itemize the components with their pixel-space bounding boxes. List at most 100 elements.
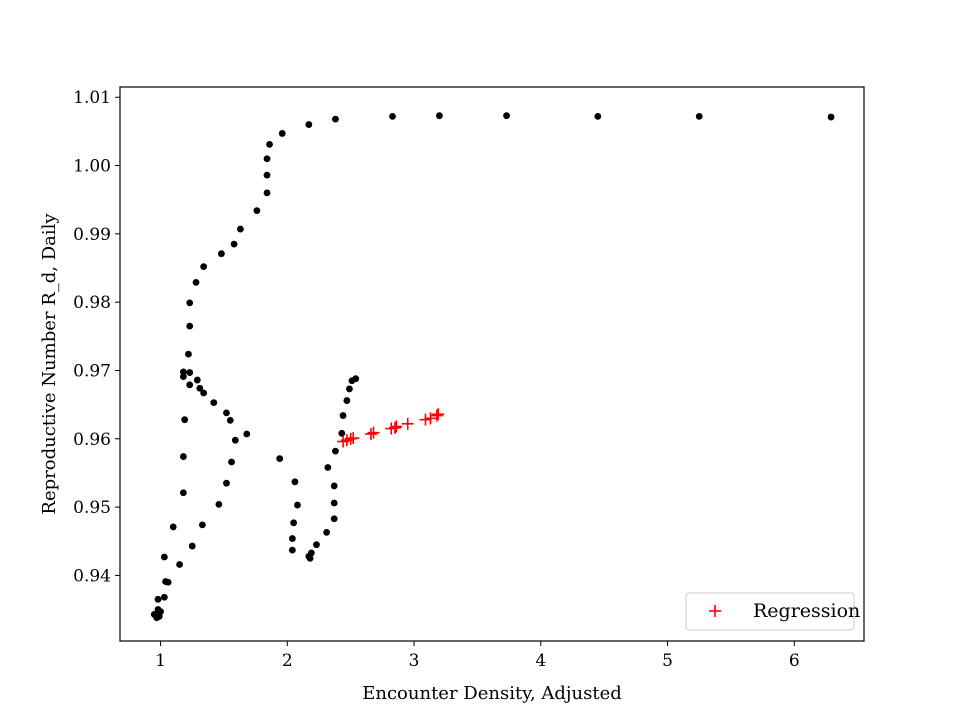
data-point bbox=[186, 299, 194, 307]
data-point bbox=[290, 519, 298, 527]
regression-point bbox=[367, 426, 380, 439]
x-tick-label: 4 bbox=[535, 651, 546, 671]
data-point bbox=[330, 499, 338, 507]
data-point bbox=[307, 549, 315, 557]
legend-plus-icon bbox=[709, 605, 721, 617]
data-point bbox=[169, 523, 177, 531]
data-point bbox=[436, 112, 443, 120]
data-point bbox=[223, 479, 230, 487]
data-point bbox=[157, 608, 164, 616]
regression-point bbox=[364, 428, 377, 441]
regression-point bbox=[347, 432, 360, 445]
data-point bbox=[186, 381, 194, 389]
x-axis: 1 2 3 4 5 6 bbox=[155, 641, 800, 671]
data-point bbox=[263, 155, 271, 163]
data-point bbox=[338, 429, 346, 437]
y-tick-label: 0.98 bbox=[73, 293, 111, 313]
y-axis: 0.94 0.95 0.96 0.97 0.98 0.99 1.00 1.01 bbox=[73, 88, 120, 586]
data-point bbox=[330, 515, 338, 523]
data-point bbox=[288, 535, 296, 542]
data-point bbox=[186, 322, 194, 330]
x-tick-label: 6 bbox=[789, 651, 800, 671]
data-point bbox=[154, 595, 162, 603]
data-point bbox=[594, 112, 602, 120]
data-point bbox=[288, 546, 296, 554]
axes-frame bbox=[119, 86, 865, 642]
data-point bbox=[343, 397, 351, 404]
data-point bbox=[352, 375, 360, 383]
data-point bbox=[276, 455, 284, 463]
data-point bbox=[278, 130, 286, 137]
data-point bbox=[215, 500, 223, 508]
data-point bbox=[179, 489, 187, 497]
data-point bbox=[827, 113, 835, 121]
regression-point bbox=[390, 420, 403, 433]
data-point bbox=[192, 278, 200, 286]
data-point bbox=[230, 240, 238, 248]
data-point bbox=[210, 399, 218, 406]
data-point bbox=[228, 458, 235, 466]
x-axis-title: Encounter Density, Adjusted bbox=[362, 683, 622, 704]
regression-point bbox=[424, 412, 437, 425]
data-point bbox=[164, 578, 172, 586]
y-tick-label: 1.01 bbox=[73, 88, 111, 108]
plot-area bbox=[150, 112, 835, 622]
data-point bbox=[313, 541, 320, 549]
y-axis-title: Reproductive Number R_d, Daily bbox=[39, 213, 60, 515]
legend-box bbox=[685, 592, 855, 631]
data-point bbox=[179, 373, 187, 381]
data-point bbox=[179, 453, 187, 460]
data-point bbox=[186, 369, 194, 376]
data-point bbox=[294, 501, 301, 509]
data-point bbox=[198, 521, 206, 529]
data-point bbox=[237, 225, 244, 233]
data-point bbox=[332, 447, 339, 455]
data-point bbox=[503, 112, 510, 120]
data-point bbox=[223, 409, 230, 417]
data-point bbox=[266, 140, 273, 148]
regression-point bbox=[432, 408, 445, 421]
data-point bbox=[160, 593, 168, 601]
data-point bbox=[263, 189, 271, 197]
data-point bbox=[332, 115, 339, 123]
data-point bbox=[346, 385, 353, 393]
data-point bbox=[243, 430, 251, 438]
x-tick-label: 3 bbox=[409, 651, 420, 671]
x-tick-label: 2 bbox=[282, 651, 293, 671]
x-tick-label: 1 bbox=[155, 651, 166, 671]
data-point bbox=[226, 416, 234, 424]
data-point bbox=[291, 478, 299, 486]
data-point bbox=[330, 482, 338, 490]
data-point bbox=[339, 412, 347, 419]
legend: Regression bbox=[685, 592, 860, 631]
y-tick-label: 0.99 bbox=[73, 225, 111, 245]
data-point bbox=[200, 263, 208, 271]
x-tick-label: 5 bbox=[662, 651, 673, 671]
data-point bbox=[305, 121, 313, 128]
regression-point bbox=[389, 421, 402, 434]
data-point bbox=[196, 384, 204, 392]
legend-label-regression: Regression bbox=[753, 600, 860, 622]
data-point bbox=[389, 112, 396, 120]
data-point bbox=[185, 350, 192, 358]
y-tick-label: 0.97 bbox=[73, 361, 111, 381]
y-tick-label: 0.95 bbox=[73, 498, 111, 518]
y-tick-label: 0.94 bbox=[73, 566, 111, 586]
data-point bbox=[176, 561, 183, 568]
regression-point bbox=[401, 417, 414, 430]
data-point bbox=[695, 112, 703, 120]
data-point bbox=[188, 542, 196, 550]
data-point bbox=[181, 416, 189, 424]
data-point bbox=[179, 368, 187, 376]
data-point bbox=[323, 528, 330, 536]
data-point bbox=[263, 171, 271, 179]
data-point bbox=[253, 207, 261, 215]
data-point bbox=[160, 553, 168, 561]
data-point bbox=[200, 389, 208, 397]
data-point bbox=[193, 376, 201, 384]
regression-point bbox=[419, 413, 432, 426]
data-point bbox=[231, 436, 239, 444]
legend-marker-plus bbox=[709, 605, 721, 617]
y-tick-label: 1.00 bbox=[73, 157, 111, 177]
